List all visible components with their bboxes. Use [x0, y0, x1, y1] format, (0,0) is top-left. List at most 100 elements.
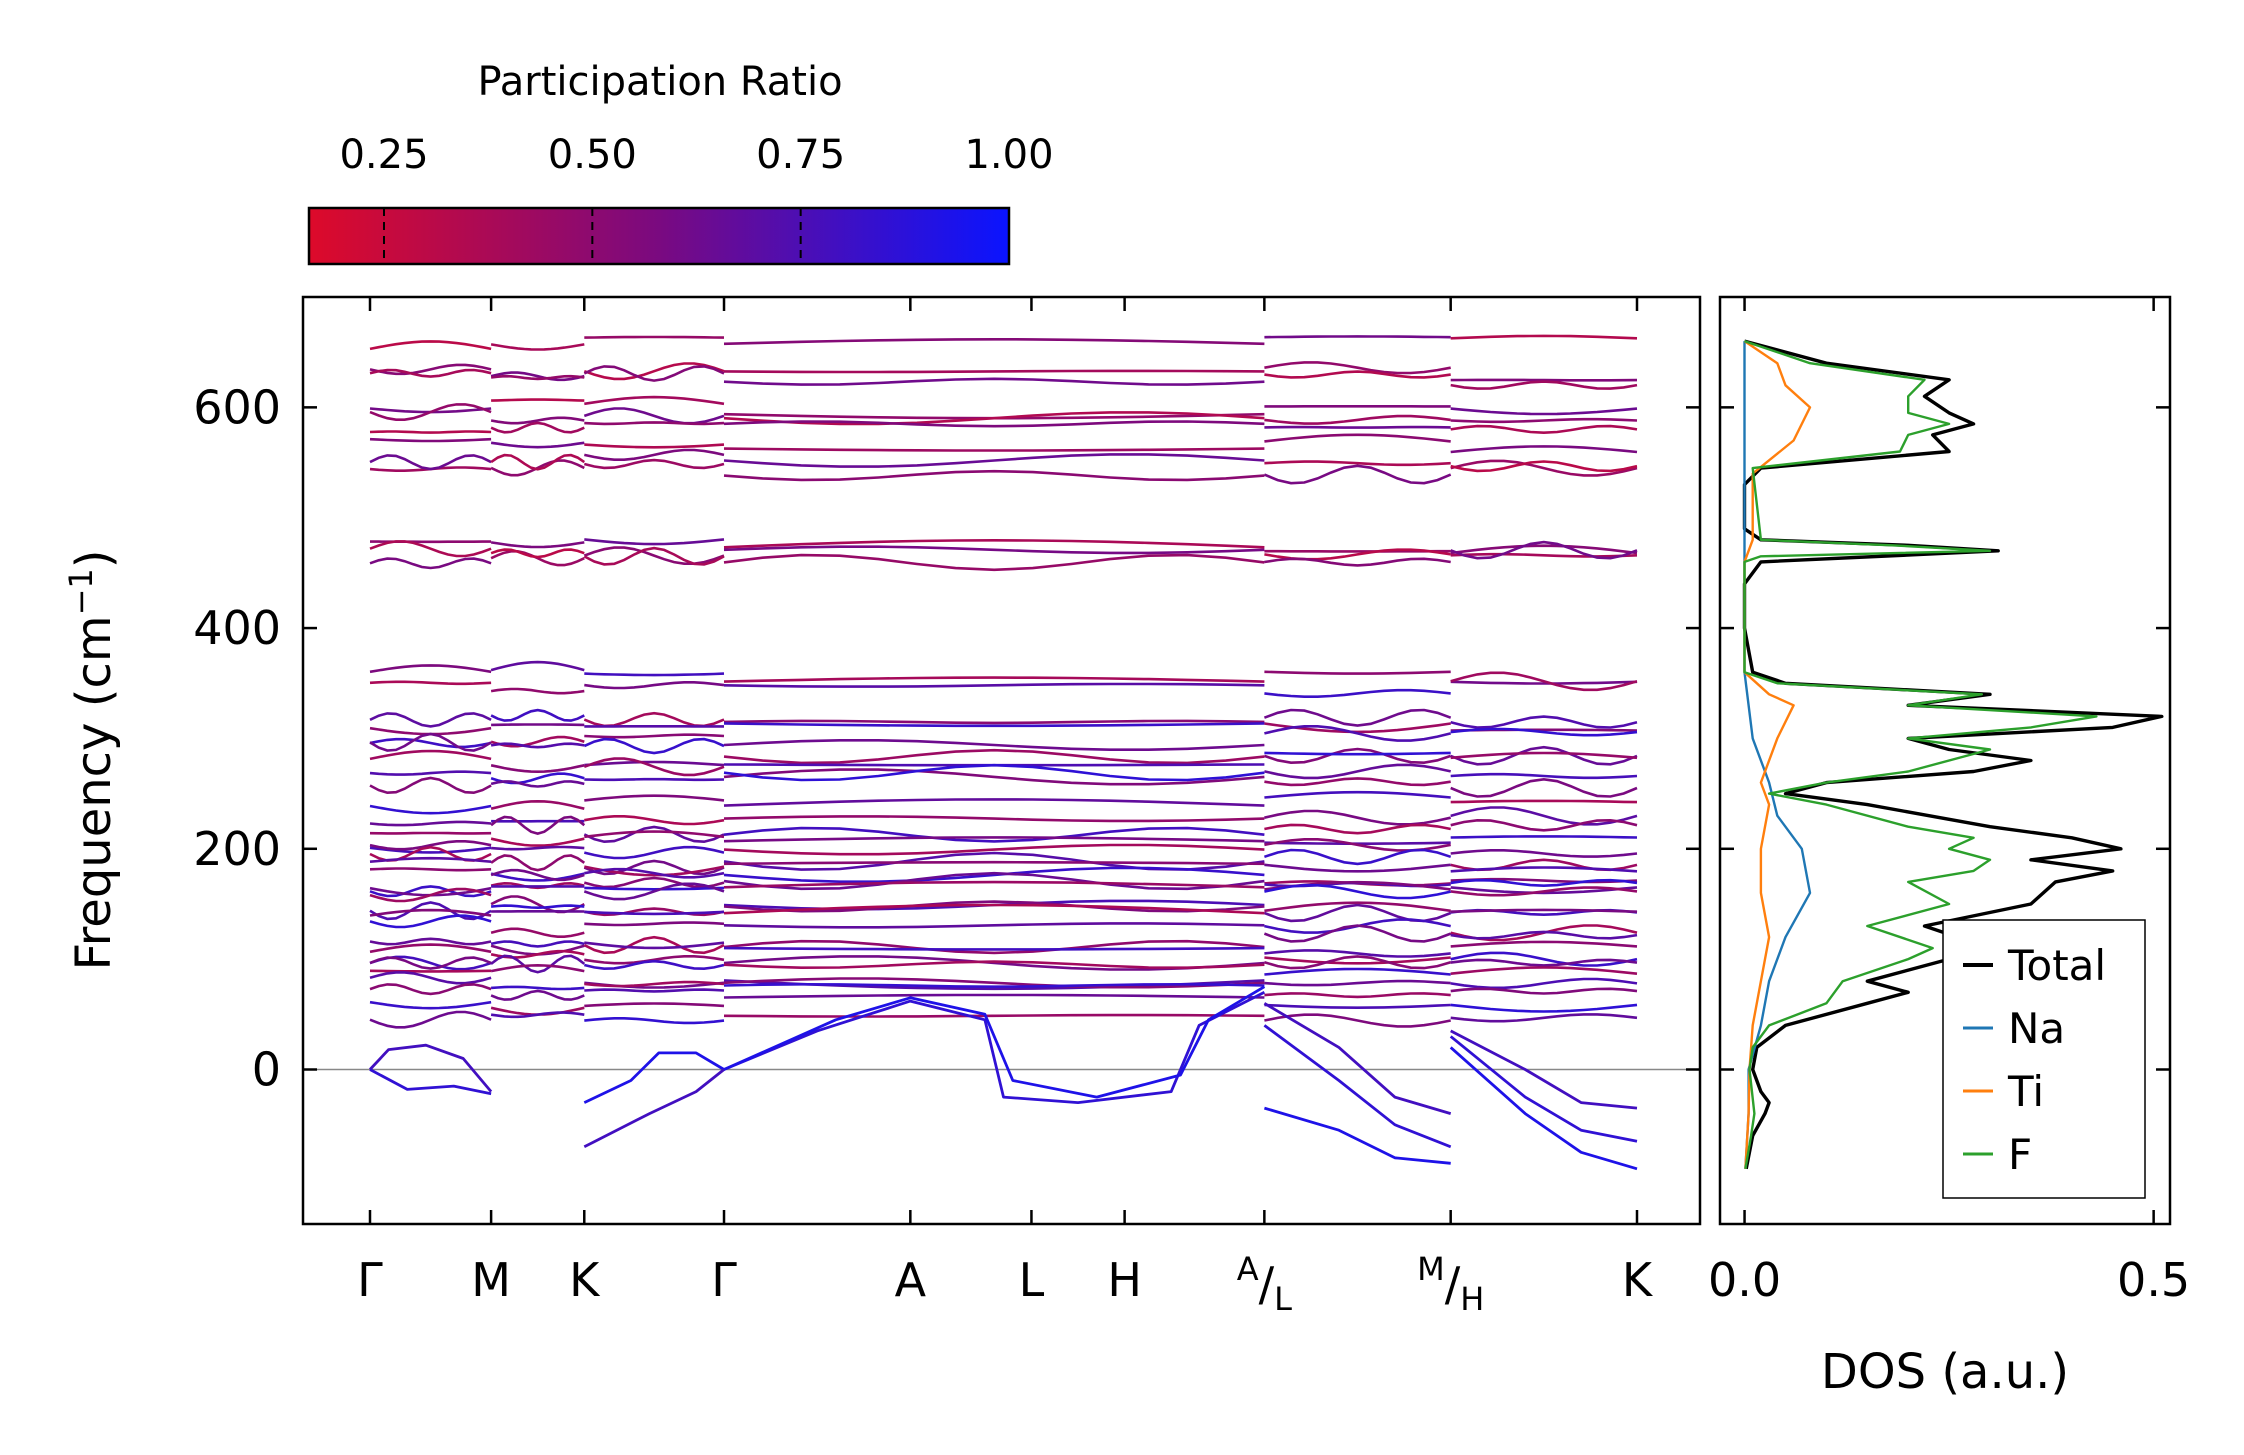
band-line: [1264, 1013, 1451, 1028]
y-tick-label: 0: [252, 1043, 281, 1097]
band-line: [369, 1010, 492, 1029]
band-line: [723, 922, 1265, 929]
band-line: [490, 371, 585, 382]
band-line: [1450, 380, 1638, 390]
band-line: [1450, 751, 1638, 760]
band-line: [723, 748, 1265, 765]
band-line: [583, 737, 725, 755]
k-label: L: [1019, 1253, 1045, 1307]
band-line: [723, 337, 1265, 346]
band-line: [490, 954, 586, 974]
acoustic-band-gamma-a-2: [723, 985, 1266, 1099]
band-line: [584, 421, 725, 426]
dos-curves: [1742, 339, 2164, 1170]
band-line: [1450, 680, 1638, 685]
k-label: H: [1107, 1253, 1142, 1307]
k-label: Γ: [711, 1253, 737, 1307]
band-line: [490, 881, 585, 890]
band-line: [723, 993, 1265, 999]
band-line: [490, 374, 585, 381]
band-line: [723, 939, 1265, 955]
band-line: [490, 854, 586, 872]
band-line: [1450, 886, 1638, 895]
band-line: [1450, 866, 1638, 873]
bands-k-ticks: Γ M K Γ A L H A/L M/H K: [357, 297, 1654, 1318]
band-line: [583, 407, 725, 425]
band-line: [723, 469, 1265, 482]
band-line: [1263, 747, 1452, 765]
band-line: [1264, 688, 1451, 698]
band-line: [1450, 552, 1638, 558]
band-line: [490, 343, 585, 351]
band-line: [369, 664, 492, 674]
band-line: [584, 733, 725, 739]
band-line: [491, 985, 585, 991]
band-line: [490, 837, 585, 847]
band-line: [1450, 445, 1638, 454]
band-line: [1450, 1013, 1638, 1023]
band-line: [1450, 930, 1638, 940]
y-tick-label: 600: [193, 380, 281, 434]
band-line: [369, 937, 492, 946]
colorbar-title: Participation Ratio: [477, 59, 842, 105]
band-line: [1450, 987, 1638, 995]
band-line: [723, 682, 1265, 688]
dos-series-f: [1743, 339, 2098, 1170]
bands-panel: 0 200 400 600 Γ M K Γ A L H A/L M/H K Frequency (cm−…: [62, 295, 1702, 1318]
band-line: [584, 448, 725, 461]
band-line: [1264, 848, 1452, 866]
dos-y-ticks: [1720, 406, 2170, 1071]
band-line: [723, 960, 1265, 970]
k-label: K: [569, 1253, 601, 1307]
band-line: [584, 443, 725, 449]
band-line: [1450, 849, 1638, 858]
band-line: [723, 977, 1265, 989]
band-line: [723, 946, 1265, 951]
acoustic-band-a-m-2: [1263, 1024, 1452, 1149]
band-line: [490, 989, 585, 1001]
band-line: [723, 836, 1265, 843]
acoustic-band-a-m-1: [1263, 1002, 1452, 1115]
band-line: [723, 798, 1265, 807]
band-line: [369, 908, 492, 917]
band-line: [583, 362, 725, 381]
band-line: [490, 548, 585, 559]
band-line: [491, 398, 585, 402]
band-line: [369, 403, 492, 421]
colorbar-tick-label: 0.25: [339, 132, 428, 178]
band-line: [1264, 901, 1451, 913]
band-line: [369, 368, 492, 378]
colorbar-ticks: 0.25 0.50 0.75 1.00: [339, 132, 1054, 264]
band-line: [369, 820, 492, 827]
colorbar: Participation Ratio 0.25 0.50 0.75 1.00: [307, 59, 1054, 266]
band-line: [369, 732, 492, 752]
band-line: [1450, 958, 1638, 967]
band-line: [1264, 751, 1451, 756]
colorbar-tick-label: 1.00: [964, 132, 1053, 178]
colorbar-gradient: [307, 206, 1011, 266]
acoustic-band-gamma-a-1: [723, 991, 1266, 1104]
band-line: [1450, 977, 1638, 990]
band-line: [584, 955, 725, 965]
band-line: [584, 815, 725, 826]
band-line: [369, 557, 492, 570]
band-line: [723, 719, 1265, 725]
band-line: [1264, 809, 1451, 826]
band-line: [584, 867, 725, 879]
band-line: [369, 749, 492, 761]
band-line: [369, 770, 492, 776]
band-line: [1264, 949, 1451, 958]
band-line: [723, 843, 1265, 856]
band-line: [1450, 886, 1638, 897]
band-line: [723, 553, 1265, 572]
band-line: [723, 739, 1265, 751]
band-line: [723, 871, 1265, 891]
band-line: [369, 712, 492, 728]
legend-label-na: Na: [2008, 1004, 2065, 1053]
band-line: [369, 540, 492, 558]
band-line: [1450, 745, 1638, 766]
band-line: [369, 804, 492, 815]
band-line: [583, 757, 725, 777]
band-line: [723, 369, 1265, 374]
band-line: [1264, 955, 1452, 970]
